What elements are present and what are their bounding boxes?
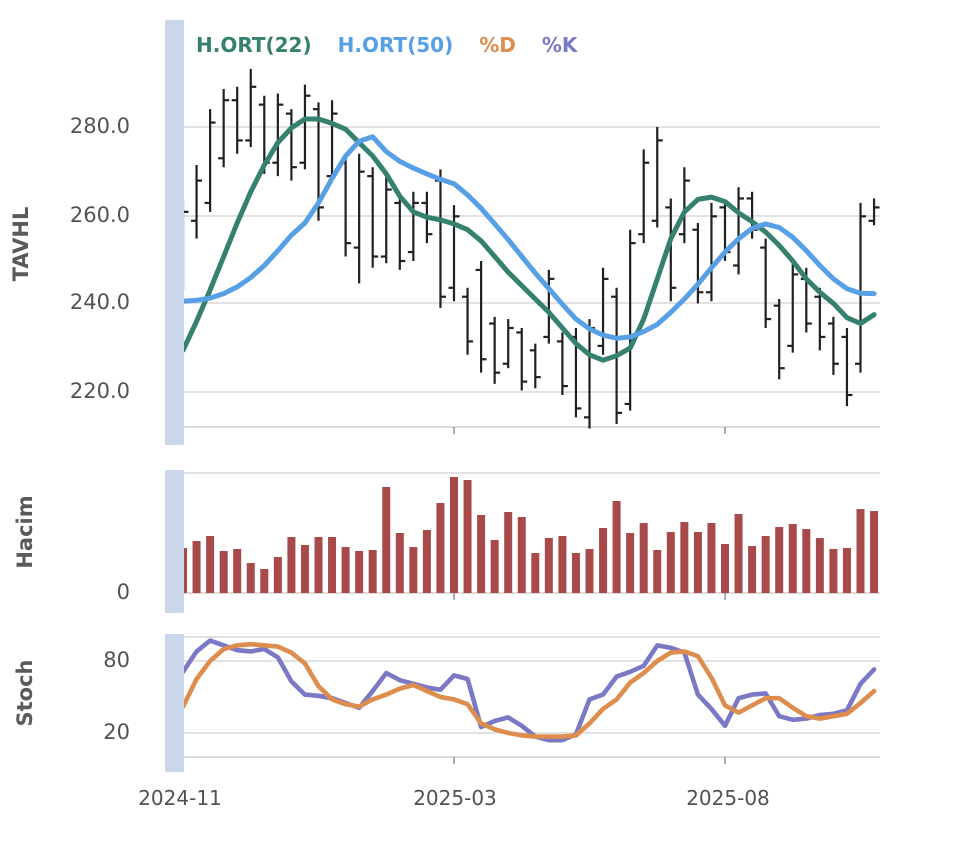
legend-hort50: H.ORT(50) <box>337 33 454 57</box>
legend-hort22: H.ORT(22) <box>196 33 312 57</box>
stoch-panel-scroll-band[interactable] <box>165 634 184 772</box>
xtick-2025-03: 2025-03 <box>413 786 497 810</box>
xtick-2025-08: 2025-08 <box>686 786 770 810</box>
price-ytick-240: 240.0 <box>69 290 130 314</box>
legend: H.ORT(22) H.ORT(50) %D %K <box>196 33 577 57</box>
price-ytick-220: 220.0 <box>69 379 130 403</box>
volume-ytick-0: 0 <box>116 580 130 604</box>
price-panel-scroll-band[interactable] <box>165 20 184 445</box>
stoch-ytick-20: 20 <box>103 720 130 744</box>
legend-percent-d: %D <box>479 33 516 57</box>
stoch-ytick-80: 80 <box>103 648 130 672</box>
volume-panel-scroll-band[interactable] <box>165 470 184 613</box>
price-ytick-260: 260.0 <box>69 203 130 227</box>
xtick-2024-11: 2024-11 <box>138 786 222 810</box>
price-ytick-280: 280.0 <box>69 114 130 138</box>
legend-percent-k: %K <box>541 33 578 57</box>
